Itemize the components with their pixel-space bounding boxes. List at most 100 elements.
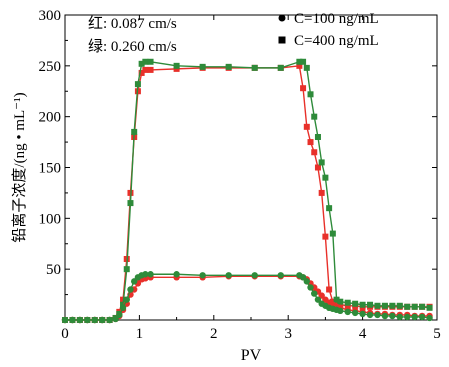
data-point bbox=[404, 313, 411, 321]
data-point bbox=[404, 303, 411, 310]
data-point bbox=[76, 316, 84, 324]
data-point bbox=[131, 128, 138, 135]
series-0 bbox=[62, 62, 433, 323]
data-point bbox=[225, 63, 232, 70]
note-green: 绿: 0.260 cm/s bbox=[88, 38, 177, 55]
data-point bbox=[396, 302, 403, 309]
x-tick-label: 0 bbox=[61, 326, 69, 342]
data-point bbox=[311, 149, 318, 156]
series-3 bbox=[61, 271, 433, 324]
series-line bbox=[65, 61, 430, 321]
data-point bbox=[84, 316, 91, 324]
data-point bbox=[366, 311, 374, 319]
legend-item-1: C=400 ng/mL bbox=[278, 33, 379, 49]
data-point bbox=[127, 200, 134, 207]
plot-frame bbox=[64, 14, 438, 321]
legend-circle-marker bbox=[278, 14, 286, 22]
note-red: 红: 0.087 cm/s bbox=[88, 15, 177, 32]
data-point bbox=[99, 316, 106, 324]
data-point bbox=[277, 64, 284, 71]
data-point bbox=[138, 69, 145, 76]
data-point bbox=[147, 271, 154, 278]
data-point bbox=[147, 66, 154, 73]
data-point bbox=[352, 300, 359, 307]
data-point bbox=[311, 113, 318, 120]
data-point bbox=[389, 302, 396, 309]
data-point bbox=[418, 313, 426, 321]
data-point bbox=[307, 139, 314, 146]
data-point bbox=[351, 309, 359, 317]
x-axis-label: PV bbox=[241, 347, 262, 364]
data-point bbox=[303, 123, 310, 130]
legend: C=100 ng/mL C=400 ng/mL bbox=[278, 11, 379, 49]
data-point bbox=[173, 65, 180, 72]
data-point bbox=[300, 58, 307, 65]
data-point bbox=[69, 316, 76, 324]
y-tick-label: 100 bbox=[39, 211, 62, 227]
data-point bbox=[344, 302, 351, 309]
data-point bbox=[326, 286, 333, 293]
data-point bbox=[374, 311, 381, 319]
data-point bbox=[173, 62, 180, 69]
data-point bbox=[318, 189, 325, 196]
data-point bbox=[426, 304, 433, 311]
data-point bbox=[296, 62, 303, 69]
data-point bbox=[106, 316, 113, 324]
data-point bbox=[116, 311, 123, 319]
data-point bbox=[322, 233, 329, 240]
data-point bbox=[303, 278, 310, 285]
data-point bbox=[333, 296, 340, 303]
data-point bbox=[251, 272, 258, 279]
legend-label: C=400 ng/mL bbox=[294, 33, 379, 49]
series-1 bbox=[62, 58, 433, 323]
data-point bbox=[318, 292, 325, 299]
legend-square-marker bbox=[278, 36, 286, 44]
data-point bbox=[322, 174, 329, 181]
data-point bbox=[300, 85, 307, 92]
x-tick-label: 5 bbox=[433, 326, 441, 342]
data-point bbox=[396, 313, 403, 321]
series-line bbox=[65, 65, 430, 321]
data-point bbox=[130, 278, 138, 285]
data-point bbox=[123, 266, 130, 273]
data-point bbox=[225, 272, 232, 279]
data-point bbox=[389, 312, 396, 320]
y-tick-label: 250 bbox=[39, 59, 62, 75]
data-point bbox=[374, 302, 381, 309]
data-point bbox=[142, 271, 149, 278]
data-point bbox=[119, 304, 127, 311]
y-tick-label: 200 bbox=[39, 110, 62, 126]
data-point bbox=[311, 290, 318, 297]
data-point bbox=[367, 301, 374, 308]
x-tick-label: 4 bbox=[359, 326, 367, 342]
y-tick-label: 150 bbox=[39, 161, 62, 177]
y-axis-label: 铅离子浓度/(ng • mL⁻¹) bbox=[11, 92, 28, 242]
data-point bbox=[318, 159, 325, 166]
data-point bbox=[359, 310, 366, 318]
labels-layer: PV 铅离子浓度/(ng • mL⁻¹) 红: 0.087 cm/s 绿: 0.… bbox=[11, 15, 262, 364]
data-point bbox=[299, 274, 307, 281]
data-point bbox=[359, 301, 366, 308]
data-point bbox=[61, 316, 69, 324]
data-point bbox=[91, 316, 98, 324]
data-point bbox=[411, 313, 418, 321]
data-point bbox=[112, 315, 119, 323]
data-point bbox=[251, 64, 258, 71]
series-layer bbox=[61, 58, 433, 324]
data-point bbox=[337, 307, 344, 315]
data-point bbox=[138, 60, 145, 67]
data-point bbox=[326, 205, 333, 212]
y-tick-label: 300 bbox=[39, 8, 62, 24]
data-point bbox=[344, 308, 351, 316]
data-point bbox=[314, 164, 321, 171]
data-point bbox=[303, 64, 310, 71]
axes: 0 1 2 3 4 5 50 100 150 200 250 300 bbox=[39, 8, 441, 342]
data-point bbox=[277, 272, 284, 279]
data-point bbox=[296, 58, 303, 65]
data-point bbox=[307, 284, 314, 291]
y-tick-label: 50 bbox=[46, 262, 61, 278]
data-point bbox=[134, 81, 141, 88]
x-tick-label: 1 bbox=[136, 326, 144, 342]
data-point bbox=[314, 134, 321, 140]
